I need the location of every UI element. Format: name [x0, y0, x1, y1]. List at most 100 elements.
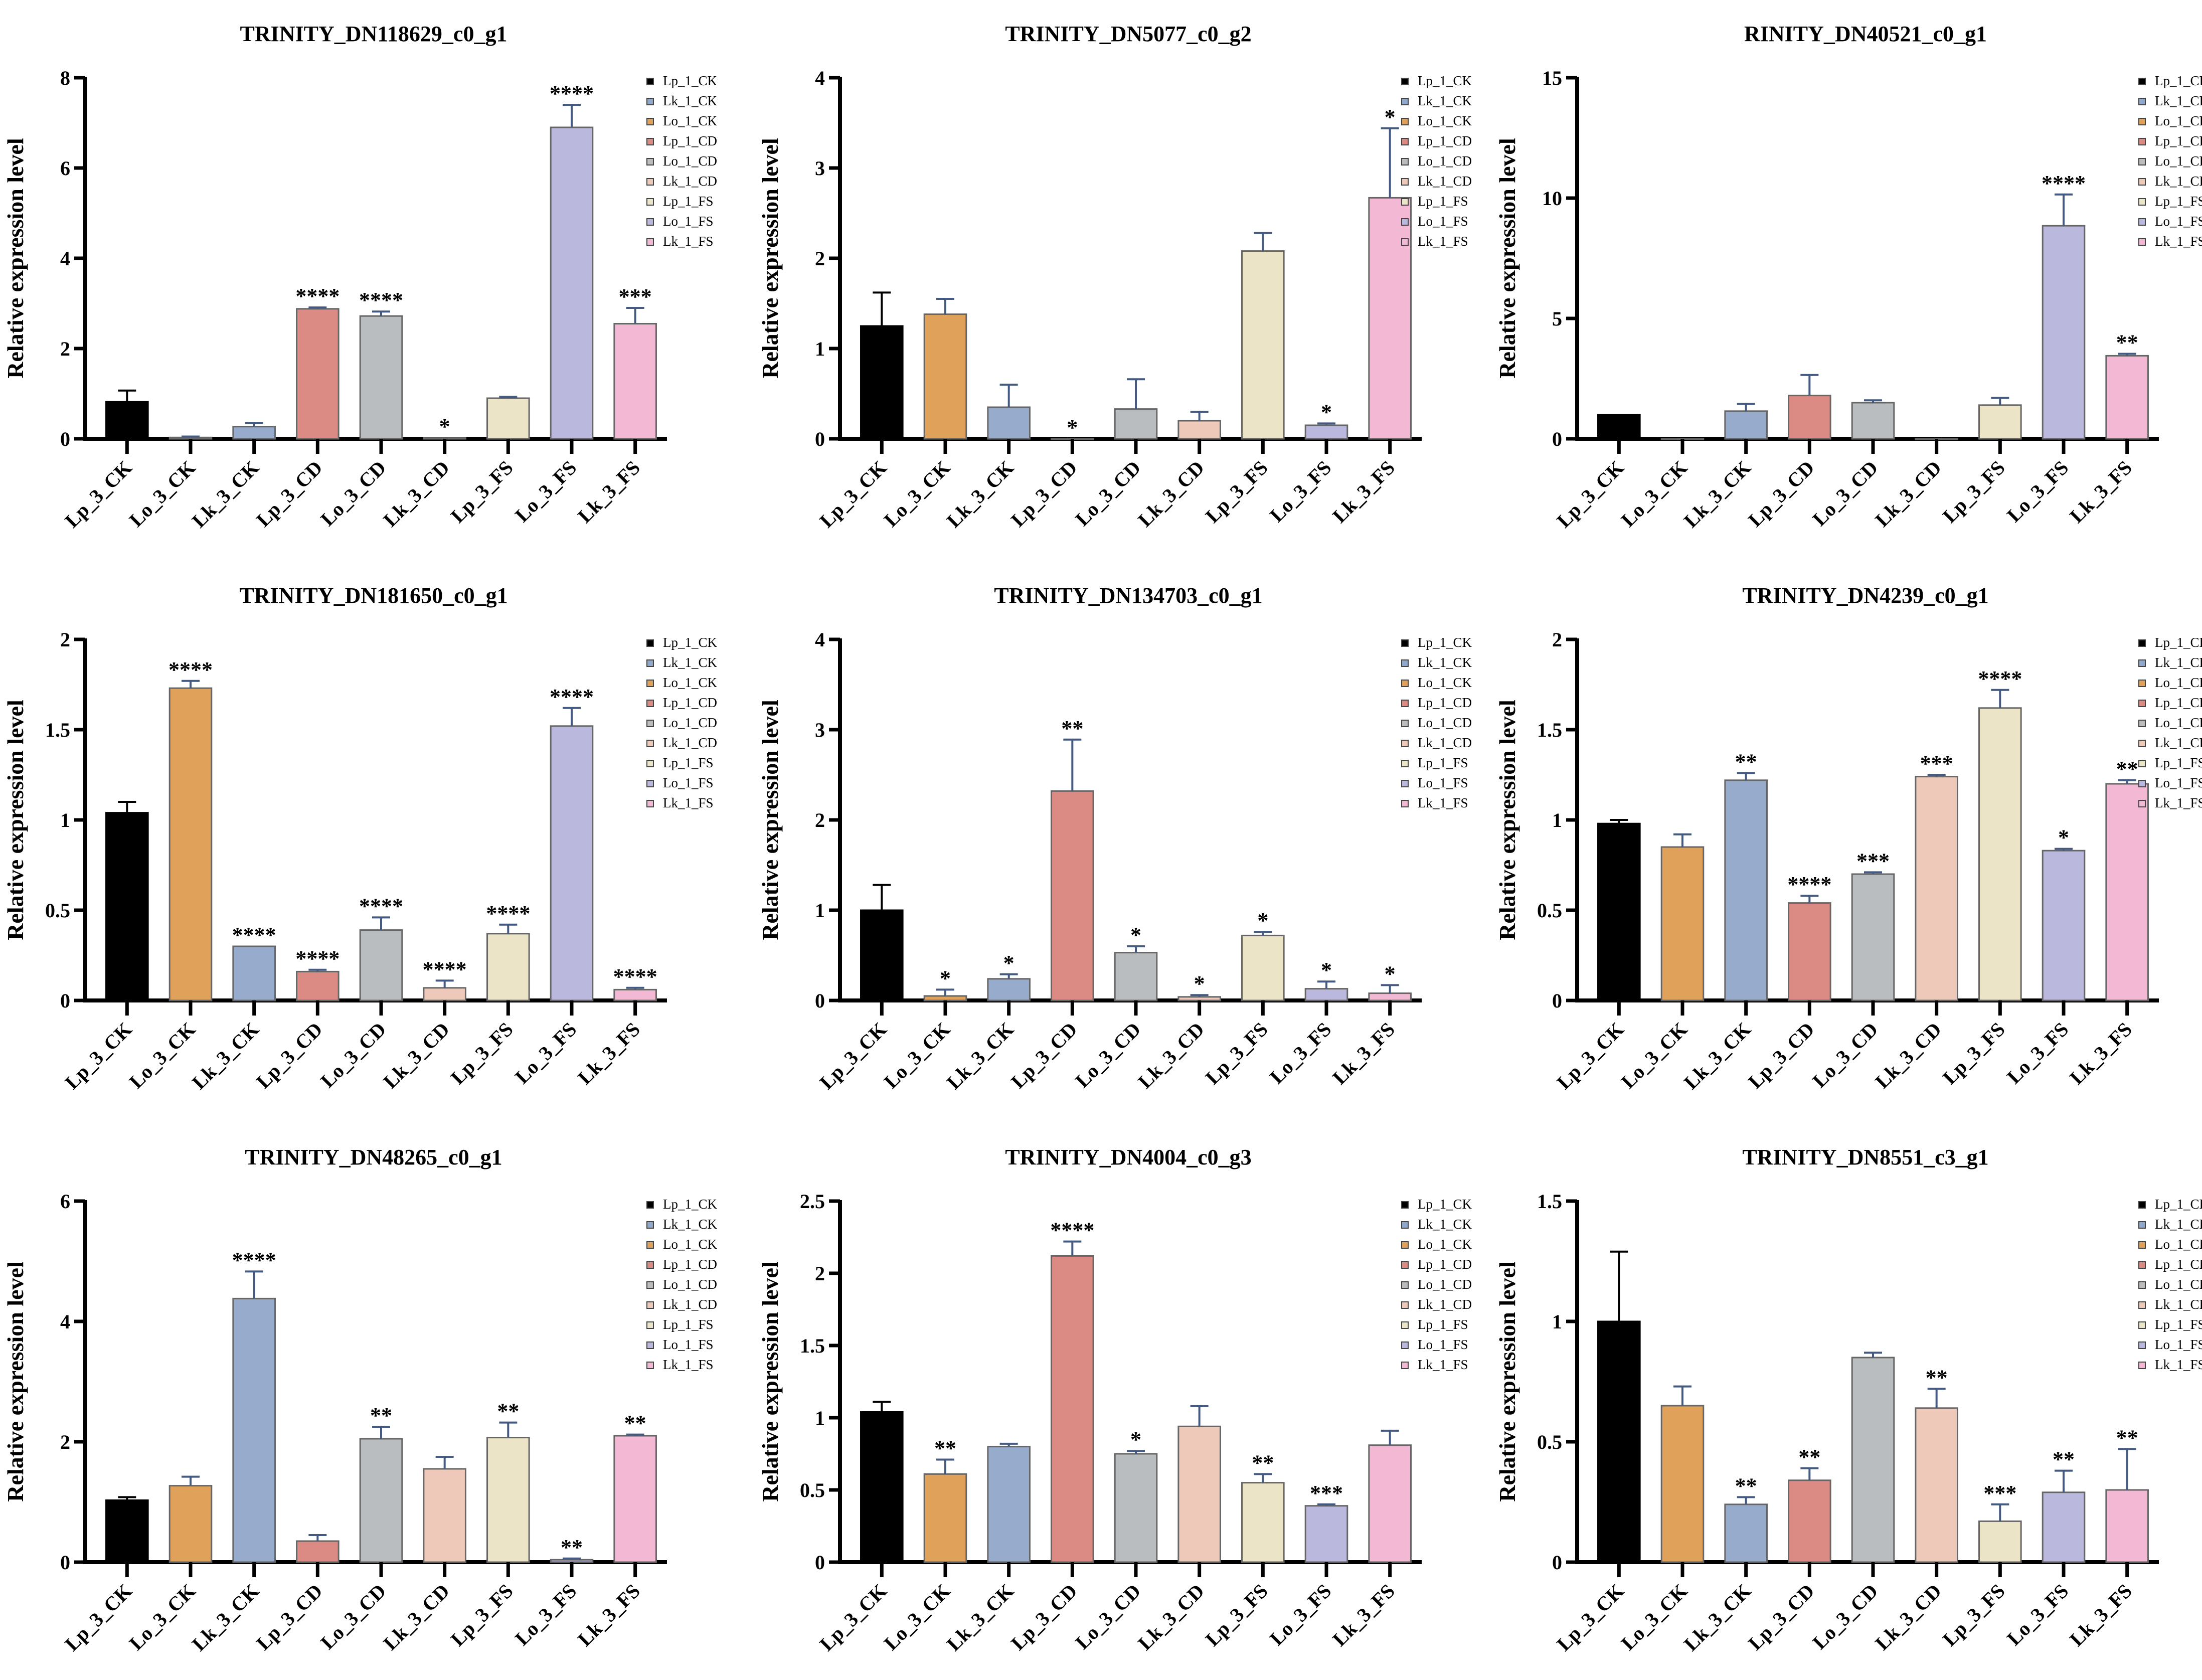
y-tick-label: 1	[815, 338, 825, 360]
significance-label: ****	[232, 923, 276, 947]
y-axis-label: Relative expression level	[757, 1261, 783, 1502]
legend-label: Lk_1_CD	[663, 174, 717, 189]
bar	[923, 1473, 967, 1563]
legend-swatch	[1401, 659, 1409, 667]
x-tick-label: Lk_3_CD	[1133, 1580, 1209, 1655]
bar	[486, 1437, 530, 1563]
significance-label: **	[561, 1535, 583, 1560]
legend-label: Lo_1_CD	[663, 715, 717, 730]
chart-panel: TRINITY_DN181650_c0_g1 Relative expressio…	[3, 583, 718, 1094]
y-tick-label: 1.5	[800, 1334, 825, 1357]
legend-swatch	[2138, 800, 2146, 807]
significance-label: ****	[1050, 1218, 1094, 1243]
bar	[105, 401, 149, 440]
y-tick-label: 0.5	[1537, 899, 1562, 922]
x-tick-label: Lo_3_FS	[511, 456, 581, 527]
y-tick-label: 0	[815, 989, 825, 1012]
legend-swatch	[1401, 198, 1409, 206]
legend-swatch	[646, 1362, 654, 1369]
y-tick-label: 0.5	[800, 1479, 825, 1501]
legend-label: Lp_1_CD	[1418, 133, 1472, 148]
legend-label: Lp_1_CK	[1418, 1197, 1472, 1212]
legend-label: Lo_1_FS	[663, 1337, 714, 1352]
x-tick-label: Lk_3_CK	[1679, 1580, 1755, 1655]
legend-swatch	[1401, 178, 1409, 186]
legend-swatch	[1401, 740, 1409, 747]
chart-title: TRINITY_DN181650_c0_g1	[239, 583, 507, 608]
y-tick-label: 2	[60, 338, 70, 360]
chart-title: RINITY_DN40521_c0_g1	[1744, 22, 1987, 46]
bar	[1177, 1425, 1221, 1563]
legend-label: Lp_1_FS	[663, 755, 714, 770]
x-tick-label: Lo_3_FS	[511, 1018, 581, 1088]
legend-label: Lo_1_CD	[1418, 153, 1472, 169]
legend-label: Lp_1_FS	[1418, 194, 1468, 209]
chart-title: TRINITY_DN8551_c3_g1	[1742, 1145, 1988, 1169]
bar	[423, 1468, 466, 1563]
x-tick-label: Lk_3_FS	[573, 456, 644, 528]
bar	[1788, 1479, 1831, 1563]
x-tick-label: Lp_3_CK	[815, 1018, 891, 1094]
bar	[1051, 1255, 1094, 1563]
legend-label: Lp_1_CD	[663, 1257, 717, 1272]
x-tick-label: Lk_3_CK	[942, 1580, 1018, 1655]
y-tick-label: 1	[1552, 809, 1562, 831]
legend-label: Lo_1_FS	[1418, 1337, 1468, 1352]
x-tick-label: Lk_3_CD	[379, 1018, 454, 1093]
legend-label: Lk_1_CD	[1418, 1297, 1472, 1312]
x-tick-label: Lo_3_CD	[316, 456, 390, 531]
significance-label: *	[1321, 400, 1332, 424]
x-tick-label: Lk_3_FS	[2065, 456, 2136, 528]
legend-label: Lp_1_CK	[663, 1197, 718, 1212]
x-tick-label: Lo_3_FS	[1265, 1018, 1335, 1088]
bar	[2105, 1489, 2149, 1563]
bar	[168, 687, 213, 1001]
chart-title: TRINITY_DN134703_c0_g1	[994, 583, 1262, 608]
significance-label: ****	[1787, 872, 1831, 897]
x-tick-label: Lk_3_CD	[1871, 456, 1946, 532]
significance-label: ****	[2042, 171, 2086, 196]
legend-label: Lk_1_FS	[663, 1357, 714, 1372]
x-tick-label: Lo_3_FS	[1265, 1580, 1335, 1650]
legend-swatch	[2138, 158, 2146, 165]
significance-label: ****	[359, 288, 403, 312]
legend-label: Lk_1_CK	[663, 655, 718, 670]
legend-label: Lo_1_FS	[2155, 1337, 2202, 1352]
bar	[1978, 404, 2022, 440]
chart-panel: TRINITY_DN5077_c0_g2 Relative expression …	[757, 22, 1472, 532]
chart-panel: TRINITY_DN8551_c3_g1 Relative expression …	[1494, 1145, 2202, 1655]
legend-swatch	[1401, 639, 1409, 647]
x-tick-label: Lp_3_CD	[1006, 456, 1082, 532]
legend-swatch	[646, 659, 654, 667]
significance-label: **	[1061, 716, 1083, 741]
y-axis-label: Relative expression level	[3, 1261, 28, 1502]
legend-swatch	[646, 1341, 654, 1349]
legend-swatch	[2138, 780, 2146, 787]
y-tick-label: 3	[815, 157, 825, 180]
y-tick-label: 4	[60, 247, 70, 270]
x-tick-label: Lk_3_CK	[1679, 456, 1755, 532]
chart-title: TRINITY_DN48265_c0_g1	[245, 1145, 502, 1169]
legend-label: Lo_1_CD	[663, 1277, 717, 1292]
x-tick-label: Lo_3_FS	[511, 1580, 581, 1650]
legend-label: Lk_1_CK	[2155, 655, 2202, 670]
x-tick-label: Lp_3_CD	[1744, 1580, 1819, 1655]
legend-label: Lp_1_CD	[1418, 695, 1472, 710]
x-tick-label: Lp_3_CD	[252, 1018, 327, 1093]
legend-label: Lo_1_FS	[1418, 214, 1468, 229]
significance-label: **	[2116, 330, 2138, 355]
significance-label: *	[1257, 908, 1268, 933]
significance-label: *	[1003, 951, 1014, 975]
bar	[105, 1499, 149, 1563]
x-tick-label: Lp_3_FS	[1201, 1580, 1272, 1651]
significance-label: ***	[1856, 849, 1890, 873]
y-tick-label: 8	[60, 67, 70, 89]
significance-label: *	[1321, 958, 1332, 982]
legend-label: Lo_1_CD	[2155, 715, 2202, 730]
significance-label: *	[1130, 1427, 1141, 1452]
legend-label: Lp_1_CD	[2155, 133, 2202, 148]
bar	[359, 315, 403, 440]
legend-swatch	[2138, 218, 2146, 226]
legend-swatch	[646, 1221, 654, 1229]
legend-label: Lo_1_CD	[1418, 1277, 1472, 1292]
